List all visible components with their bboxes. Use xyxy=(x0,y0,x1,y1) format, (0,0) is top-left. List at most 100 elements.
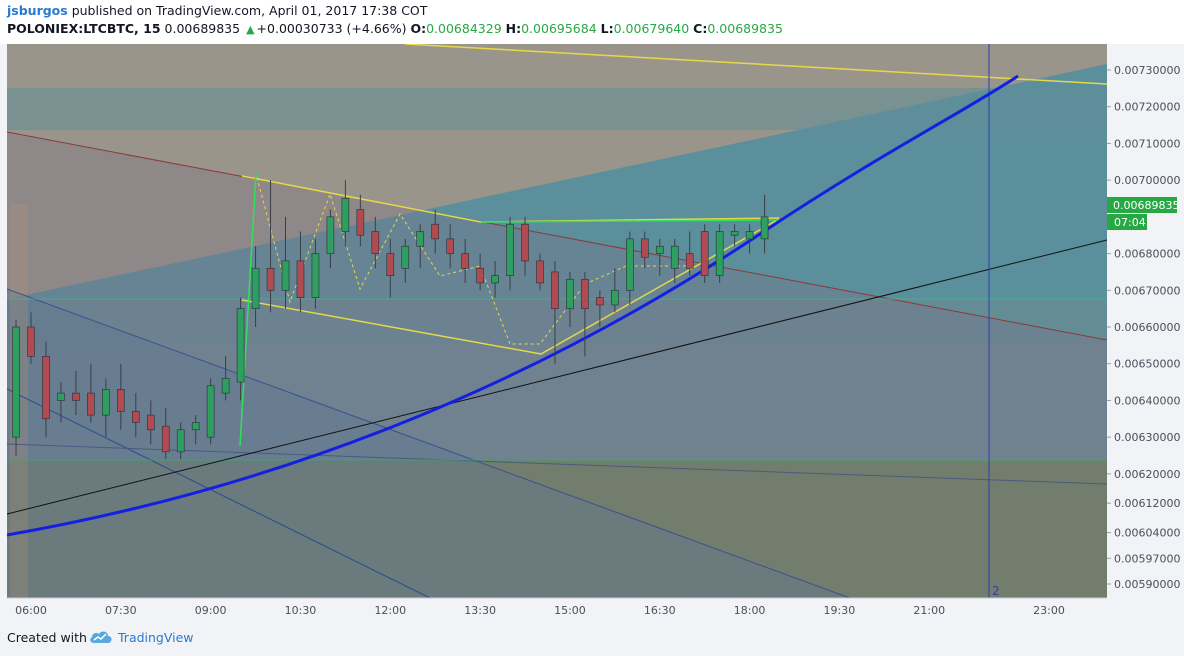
last-price-badge xyxy=(1107,197,1177,213)
y-tick-label: 0.00620000 xyxy=(1114,468,1180,481)
candle-body xyxy=(521,223,529,262)
candle xyxy=(596,290,604,327)
candle-body xyxy=(730,231,739,236)
candle xyxy=(745,224,754,254)
last-price: 0.00689835 xyxy=(164,21,241,36)
candle xyxy=(506,216,514,291)
candle-body xyxy=(296,260,305,298)
time-axis[interactable] xyxy=(0,598,1184,620)
candle-body xyxy=(386,253,395,276)
vertical-marker-label: 2 xyxy=(992,584,1000,598)
y-tick-label: 0.00597000 xyxy=(1114,552,1180,565)
candle-body xyxy=(640,238,649,258)
candle xyxy=(161,407,170,460)
upper-band-zone xyxy=(7,88,1107,130)
close-label: C: xyxy=(693,21,708,36)
candle-body xyxy=(131,411,140,423)
tradingview-cloud-icon[interactable] xyxy=(88,629,114,645)
close-value: 0.00689835 xyxy=(707,21,783,36)
publish-line: jsburgos published on TradingView.com, A… xyxy=(7,3,427,18)
candle xyxy=(281,216,290,309)
candle xyxy=(491,260,499,298)
candle-body xyxy=(191,422,200,431)
candle xyxy=(311,238,320,309)
green-impulse-line xyxy=(239,173,257,447)
candle xyxy=(72,371,80,416)
candle-body xyxy=(176,429,185,453)
candle-body xyxy=(281,260,290,291)
candle xyxy=(730,224,739,247)
candle xyxy=(87,363,95,423)
candle xyxy=(236,297,245,401)
candle-body xyxy=(27,326,35,357)
candle xyxy=(521,216,529,276)
x-axis-labels: 06:00 07:30 09:00 10:30 12:00 13:30 15:00 16:30… xyxy=(15,604,1065,617)
price-axis[interactable] xyxy=(1107,44,1184,598)
x-tick-label: 21:00 xyxy=(913,604,945,617)
candle-body xyxy=(760,216,769,240)
price-chart[interactable]: 2 0.00730000 0.00720000 0.00710000 0.007000… xyxy=(0,44,1184,620)
candle xyxy=(176,422,185,460)
candle-body xyxy=(670,245,679,269)
candle xyxy=(146,400,155,445)
candle-body xyxy=(87,392,95,416)
high-label: H: xyxy=(505,21,522,36)
candle-body xyxy=(251,267,260,309)
yellow-pattern-bottom xyxy=(241,218,780,355)
candle-body xyxy=(341,198,350,232)
candle-body xyxy=(326,216,335,254)
candle xyxy=(42,341,50,438)
candle xyxy=(581,271,589,357)
green-zone xyxy=(7,460,1107,598)
candle xyxy=(655,238,664,276)
red-channel-zone xyxy=(7,132,1107,598)
candle-body xyxy=(206,385,215,438)
candle xyxy=(12,319,20,456)
candle xyxy=(551,260,559,364)
candle xyxy=(700,224,709,283)
price-change: +0.00030733 (+4.66%) xyxy=(256,21,407,36)
candle-body xyxy=(700,231,709,276)
candle-body xyxy=(266,267,275,291)
candle-body xyxy=(311,253,320,298)
created-with-text: Created with xyxy=(7,630,87,645)
y-tick-label: 0.00630000 xyxy=(1114,431,1180,444)
last-price-badge-text: 0.00689835 xyxy=(1113,199,1179,212)
candle xyxy=(611,268,619,313)
candle-body xyxy=(12,326,20,438)
x-tick-label: 16:30 xyxy=(644,604,676,617)
candle-body xyxy=(745,231,754,240)
y-axis-labels: 0.00730000 0.00720000 0.00710000 0.00700000… xyxy=(1107,64,1180,591)
footer: Created with TradingView xyxy=(0,620,1184,656)
chart-header: jsburgos published on TradingView.com, A… xyxy=(0,0,1184,44)
candle xyxy=(356,194,365,247)
y-tick-label: 0.00612000 xyxy=(1114,497,1180,510)
gray-trendline xyxy=(7,443,1107,485)
candle xyxy=(386,238,395,298)
x-tick-label: 18:00 xyxy=(734,604,766,617)
candle xyxy=(476,253,484,291)
candle xyxy=(27,312,35,364)
candle-body xyxy=(371,231,380,254)
y-tick-label: 0.00720000 xyxy=(1114,101,1180,114)
candle xyxy=(102,378,110,438)
candle-body xyxy=(461,253,469,269)
candle-body xyxy=(356,209,365,236)
candle-body xyxy=(102,389,110,416)
low-value: 0.00679640 xyxy=(613,21,690,36)
candle-body xyxy=(72,392,80,401)
blue-trendline-upper xyxy=(7,288,851,598)
candle xyxy=(566,271,574,327)
candle xyxy=(626,231,634,305)
candle xyxy=(191,415,200,445)
tradingview-brand-link[interactable]: TradingView xyxy=(118,630,194,645)
low-label: L: xyxy=(600,21,614,36)
candle xyxy=(57,382,65,423)
candle-body xyxy=(626,238,634,291)
author-link[interactable]: jsburgos xyxy=(7,3,68,18)
blue-curve xyxy=(7,74,1019,537)
candle-body xyxy=(146,414,155,431)
candle xyxy=(670,238,679,283)
candle xyxy=(446,224,454,269)
candle-body xyxy=(596,297,604,306)
